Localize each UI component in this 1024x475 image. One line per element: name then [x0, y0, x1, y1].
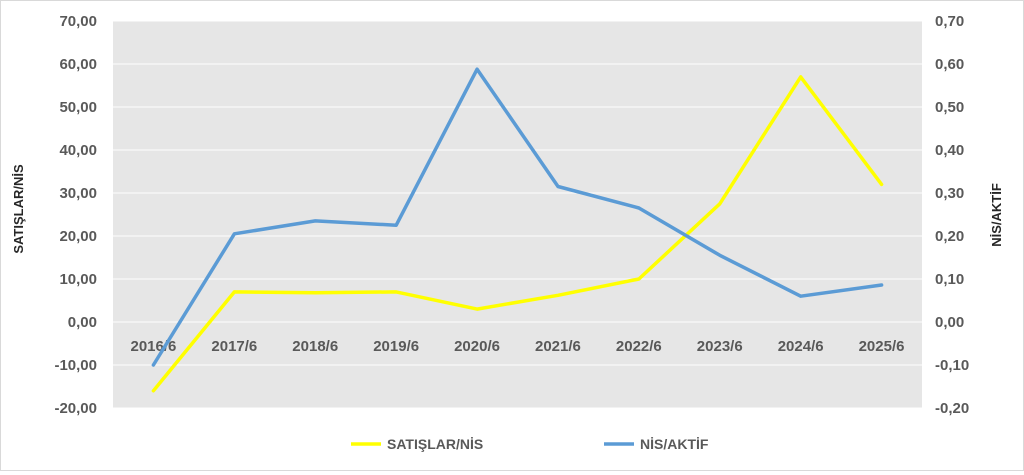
x-tick-label: 2017/6 [211, 338, 257, 355]
legend-label-nis-aktif: NİS/AKTİF [640, 436, 709, 452]
x-tick-label: 2016/6 [131, 338, 177, 355]
x-tick-label: 2018/6 [292, 338, 338, 355]
y-tick-label-left: 40,00 [59, 142, 97, 159]
right-axis-title: NİS/AKTİF [989, 183, 1004, 247]
gridlines [113, 20, 922, 409]
y-tick-label-right: 0,40 [935, 142, 964, 159]
y-tick-label-left: -10,00 [54, 357, 97, 374]
x-tick-label: 2024/6 [778, 338, 824, 355]
y-tick-label-right: 0,60 [935, 56, 964, 73]
y-tick-label-left: 70,00 [59, 13, 97, 30]
y-tick-label-right: -0,20 [935, 400, 969, 417]
y-tick-label-left: 0,00 [68, 314, 97, 331]
x-axis-ticks: 2016/6 2017/6 2018/6 2019/6 2020/6 2021/6 2022… [131, 338, 905, 355]
right-axis-ticks: 0,70 0,60 0,50 0,40 0,30 0,20 0,10 0,00 -0,10 -0,… [935, 13, 969, 417]
x-tick-label: 2019/6 [373, 338, 419, 355]
left-axis-ticks: 70,00 60,00 50,00 40,00 30,00 20,00 10,00 0,00 -… [54, 13, 97, 417]
x-tick-label: 2023/6 [697, 338, 743, 355]
y-tick-label-left: -20,00 [54, 400, 97, 417]
legend: SATIŞLAR/NİS NİS/AKTİF [351, 436, 709, 452]
x-tick-label: 2025/6 [859, 338, 905, 355]
y-tick-label-left: 10,00 [59, 271, 97, 288]
y-tick-label-right: 0,70 [935, 13, 964, 30]
y-tick-label-right: -0,10 [935, 357, 969, 374]
y-tick-label-left: 60,00 [59, 56, 97, 73]
y-tick-label-left: 30,00 [59, 185, 97, 202]
y-tick-label-right: 0,00 [935, 314, 964, 331]
y-tick-label-right: 0,50 [935, 99, 964, 116]
x-tick-label: 2022/6 [616, 338, 662, 355]
x-tick-label: 2020/6 [454, 338, 500, 355]
y-tick-label-left: 20,00 [59, 228, 97, 245]
series-line-nis-aktif [151, 67, 884, 367]
y-tick-label-right: 0,30 [935, 185, 964, 202]
x-tick-label: 2021/6 [535, 338, 581, 355]
series-line-satislar-nis [151, 75, 884, 393]
left-axis-title: SATIŞLAR/NİS [11, 164, 26, 254]
y-tick-label-right: 0,10 [935, 271, 964, 288]
series-lines [151, 67, 884, 393]
plot-area [113, 21, 922, 408]
legend-label-satislar-nis: SATIŞLAR/NİS [387, 436, 483, 452]
y-tick-label-left: 50,00 [59, 99, 97, 116]
y-tick-label-right: 0,20 [935, 228, 964, 245]
